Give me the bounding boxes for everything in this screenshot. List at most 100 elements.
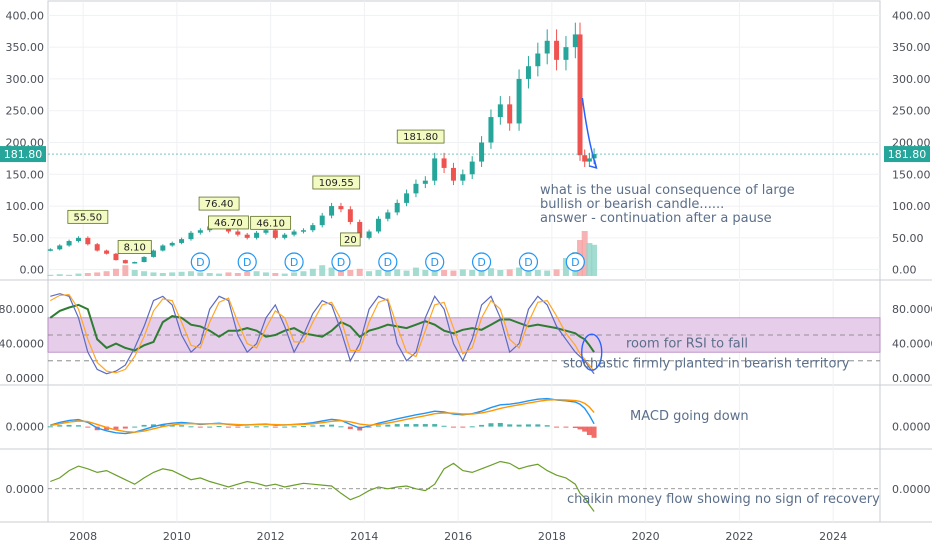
x-tick-label: 2018	[538, 530, 566, 543]
dividend-marker-label: D	[477, 256, 485, 269]
y-tick-label-right: 100.00	[892, 200, 931, 213]
y-tick-label-left: 0.00	[20, 264, 45, 277]
last-price-badge-left	[0, 146, 46, 163]
macd-histogram-bar	[57, 425, 63, 427]
y-tick-label-right: 250.00	[892, 105, 931, 118]
candle-body	[394, 202, 400, 213]
volume-bar	[141, 271, 148, 276]
x-tick-label: 2022	[725, 530, 753, 543]
macd-histogram-bar	[544, 425, 550, 427]
macd-histogram-bar	[450, 426, 456, 428]
macd-histogram-bar	[516, 424, 522, 427]
trend-arrow-head	[589, 159, 598, 170]
candle-body	[544, 40, 550, 54]
candle-body	[338, 206, 344, 210]
macd-histogram-bar	[572, 426, 578, 428]
candle-body	[525, 66, 531, 79]
x-tick-label: 2008	[69, 530, 97, 543]
candle-body	[319, 215, 325, 226]
volume-bar	[553, 269, 560, 276]
macd-histogram-bar	[586, 426, 592, 435]
candle-body	[469, 161, 475, 175]
volume-bar	[281, 273, 288, 276]
volume-bar	[328, 267, 335, 276]
dividend-marker	[565, 252, 585, 272]
macd-histogram-bar	[338, 426, 344, 428]
dividend-marker	[518, 252, 539, 272]
price-label: 8.10	[124, 242, 146, 253]
y-tick-label-right: 50.00	[892, 232, 924, 245]
candle-body	[577, 34, 583, 156]
macd-histogram-bar	[113, 426, 119, 430]
volume-bar	[112, 268, 119, 276]
candle-body	[263, 230, 269, 233]
volume-bar	[384, 268, 391, 276]
macd-histogram-bar	[375, 425, 381, 427]
macd-histogram-bar	[160, 424, 166, 427]
volume-bar	[544, 270, 551, 276]
price-label-box	[208, 215, 249, 230]
volume-bar	[225, 272, 232, 276]
candle-body	[554, 40, 560, 60]
candle-body	[150, 250, 156, 257]
last-price-label-right: 181.80	[888, 148, 927, 161]
volume-bar	[525, 268, 532, 276]
y-tick-label-right: 350.00	[892, 41, 931, 54]
price-label: 20	[344, 235, 357, 246]
volume-bar	[394, 269, 401, 276]
candle-body	[516, 78, 522, 124]
last-price-badge-right	[884, 146, 930, 163]
macd-histogram-bar	[497, 422, 503, 427]
rsi-series-line	[49, 303, 595, 353]
macd-histogram-bar	[432, 424, 438, 427]
macd-histogram-bar	[366, 426, 372, 428]
volume-bar	[356, 268, 363, 276]
volume-bar	[169, 272, 176, 276]
candle-body	[300, 230, 306, 232]
volume-bar	[534, 270, 541, 276]
volume-bar	[412, 267, 419, 276]
price-label: 181.80	[403, 132, 438, 143]
rsi-annotation: room for RSI to fall	[626, 337, 748, 352]
candle-body	[404, 193, 410, 203]
candle-body	[244, 234, 250, 238]
cmf-series-line	[50, 460, 595, 512]
volume-bar	[197, 272, 204, 276]
volume-bar	[84, 273, 91, 276]
macd-histogram-bar	[329, 424, 335, 427]
rsi-highlight-oval	[581, 333, 603, 371]
price-label-box	[67, 209, 109, 224]
volume-bar	[403, 270, 410, 276]
macd-histogram-bar	[207, 426, 213, 428]
volume-bar	[516, 267, 523, 276]
candle-body	[329, 206, 335, 216]
grid-layer	[0, 0, 932, 523]
dividend-marker-label: D	[524, 256, 532, 269]
candle-body	[450, 167, 456, 181]
volume-bar	[337, 270, 344, 276]
panes-layer: 55.50 76.40 46.70 46.10 8.10 109.55 20 181.80 D D…	[47, 22, 881, 512]
volume-bar	[562, 258, 569, 276]
volume-bar	[347, 270, 354, 276]
rsi-y-tick-right: 40.0000	[892, 338, 932, 351]
candle-body	[113, 253, 119, 261]
price-annotation: answer - continuation after a pause	[540, 211, 772, 226]
macd-histogram-bar	[404, 424, 410, 427]
dividend-marker-label: D	[196, 256, 204, 269]
volume-bar	[47, 274, 54, 276]
x-tick-label: 2020	[632, 530, 660, 543]
candle-body	[272, 230, 278, 238]
volume-bar	[487, 268, 494, 276]
macd-series-line	[50, 398, 595, 433]
y-tick-label-right: 150.00	[892, 168, 931, 181]
x-tick-label: 2016	[444, 530, 472, 543]
macd-histogram-bar	[535, 424, 541, 427]
candle-body	[94, 244, 100, 251]
candle-body	[535, 53, 541, 67]
price-label-box	[340, 232, 361, 247]
price-label: 109.55	[319, 178, 354, 189]
macd-histogram-bar	[310, 425, 316, 427]
volume-bar	[150, 272, 157, 276]
